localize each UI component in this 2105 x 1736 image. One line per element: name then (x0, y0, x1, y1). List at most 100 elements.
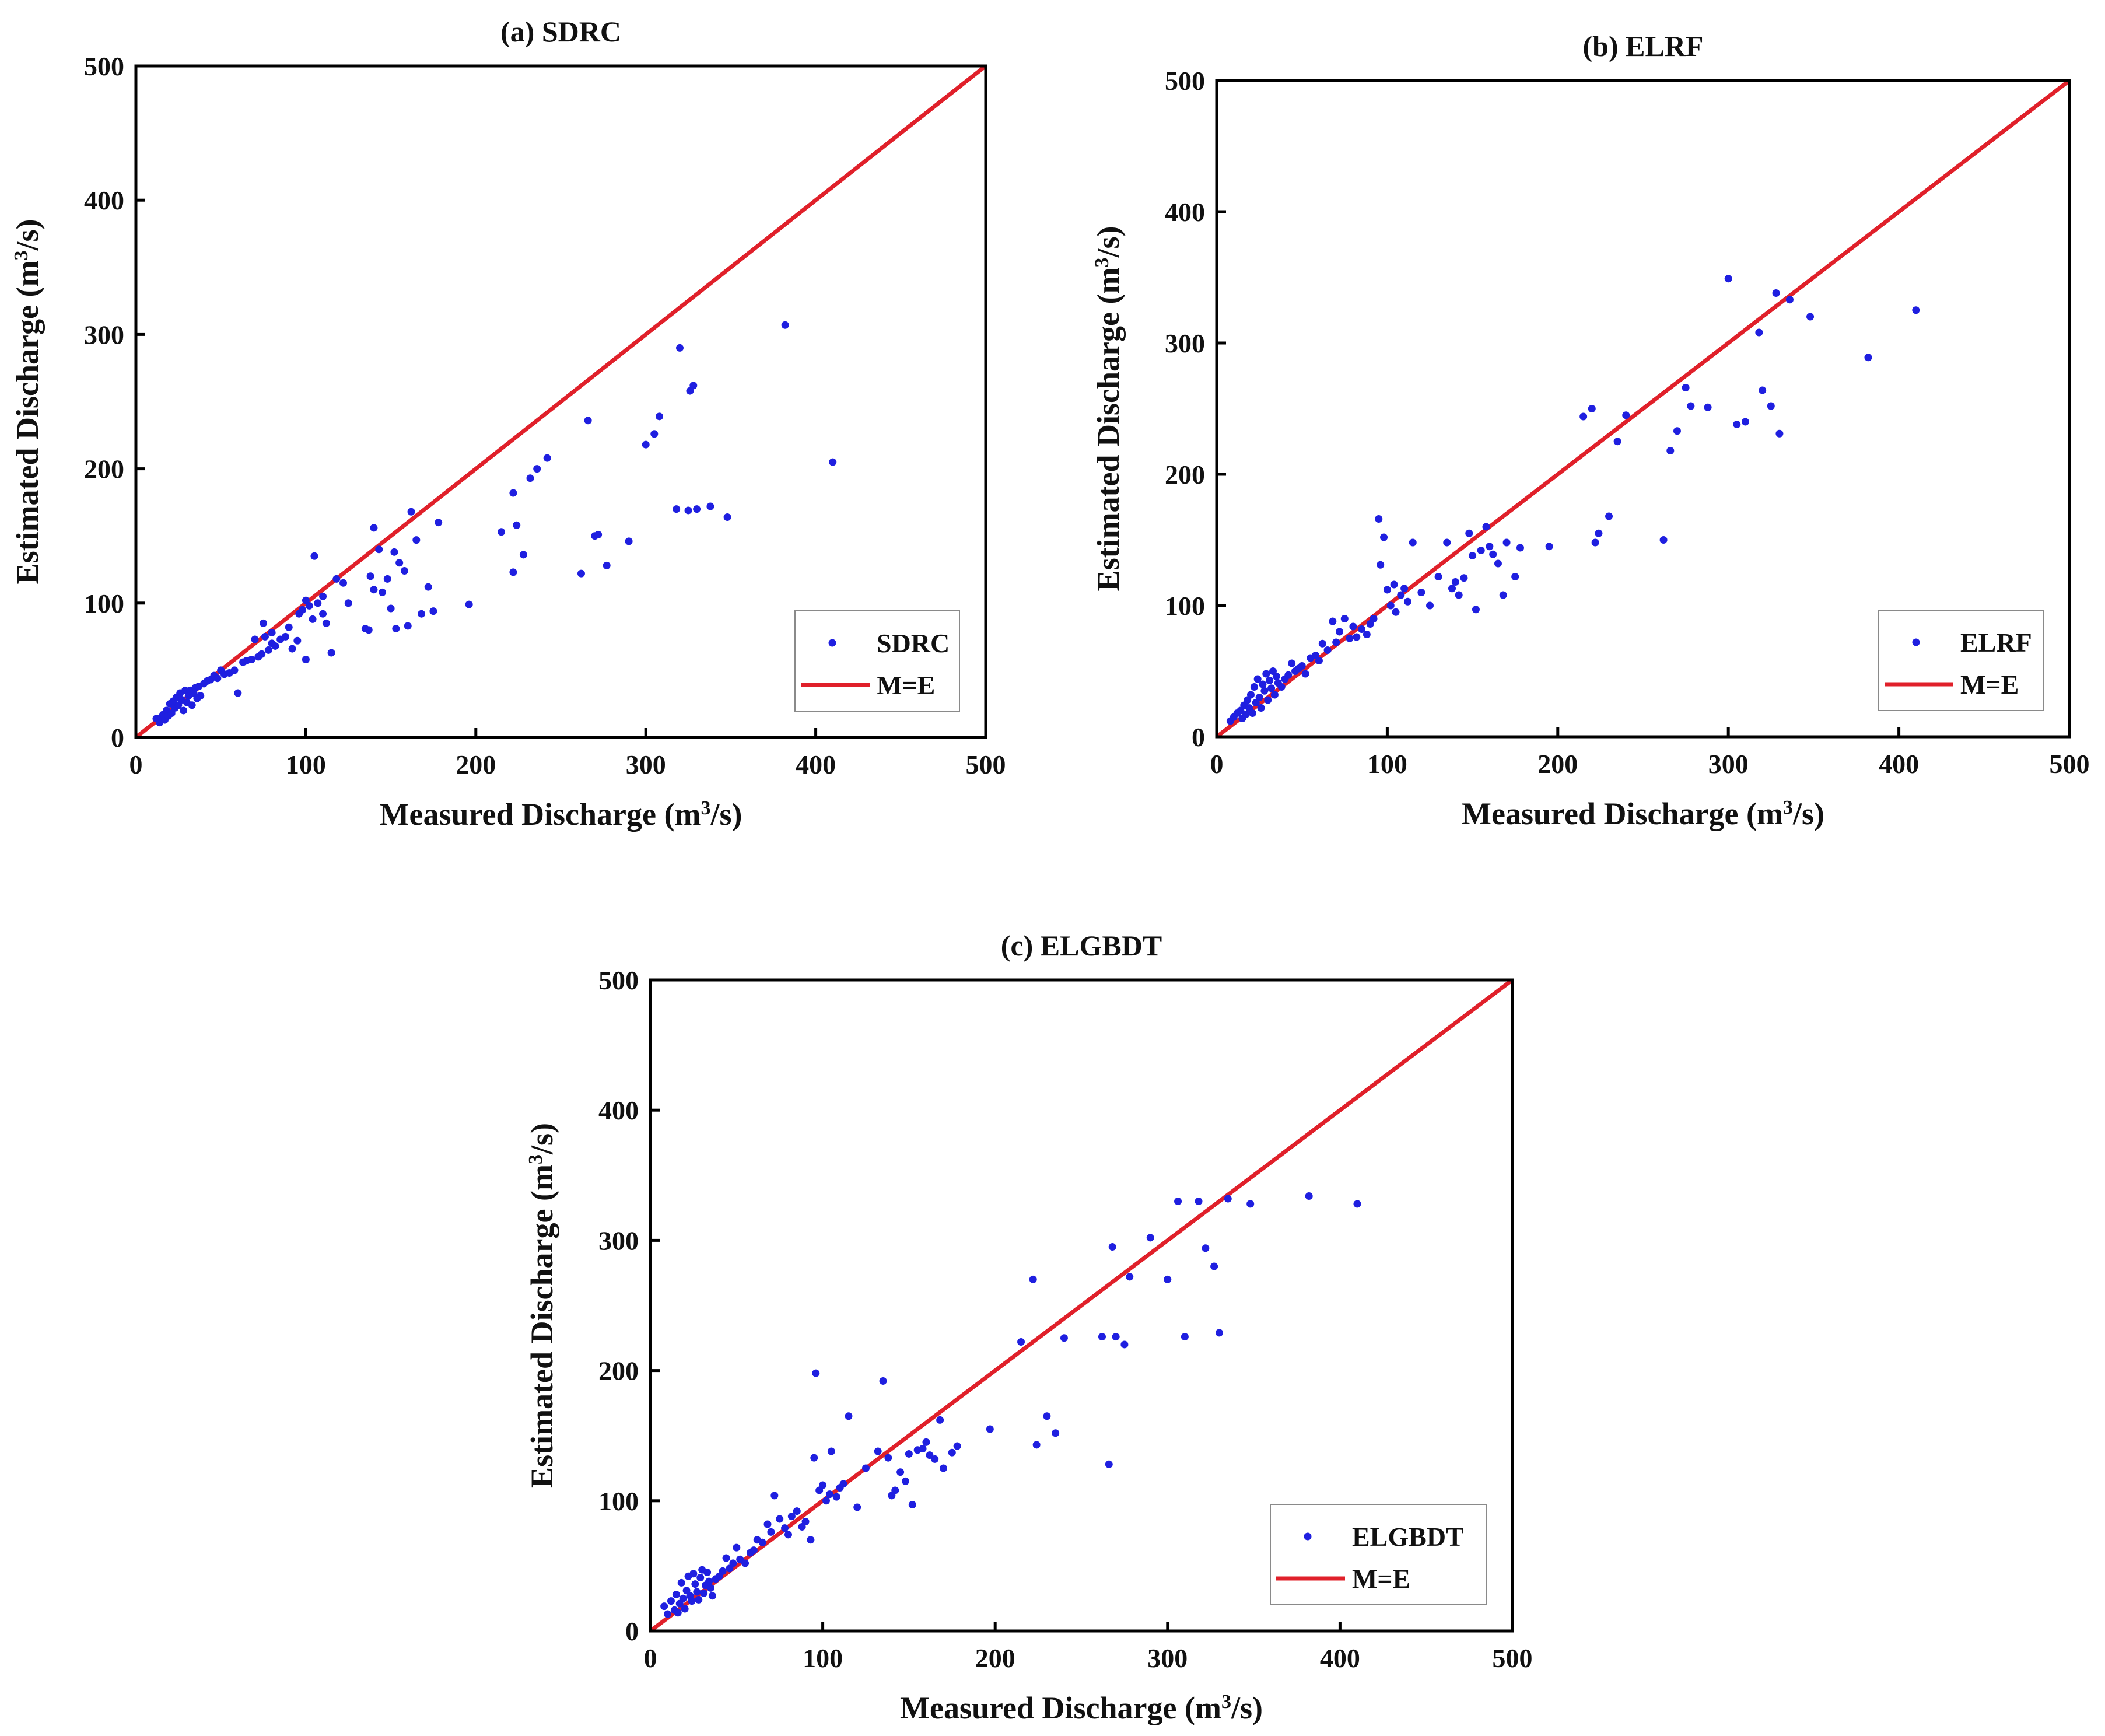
data-point (1248, 709, 1256, 717)
data-point (1613, 438, 1621, 446)
data-point (1755, 328, 1763, 337)
data-point (1242, 710, 1250, 719)
data-point (705, 1577, 713, 1586)
legend-point-marker (1912, 638, 1920, 646)
data-point (719, 1567, 727, 1575)
data-point (672, 1591, 680, 1599)
data-point (810, 1454, 818, 1462)
data-point (435, 519, 443, 527)
data-point (767, 1528, 775, 1536)
data-point (1704, 403, 1712, 411)
data-point (533, 465, 541, 473)
legend-label-reference: M=E (877, 670, 935, 700)
x-tick-label: 400 (1879, 749, 1919, 779)
data-point (465, 600, 473, 608)
data-point (1284, 671, 1293, 679)
data-point (1392, 608, 1400, 616)
data-point (1472, 606, 1480, 614)
data-point (696, 1573, 705, 1581)
data-point (375, 545, 383, 554)
data-point (1108, 1243, 1116, 1251)
data-point (819, 1481, 827, 1489)
data-point (1489, 550, 1497, 558)
data-point (1775, 429, 1784, 438)
data-point (1259, 680, 1267, 688)
scatter-series (152, 321, 837, 727)
data-point (1383, 586, 1391, 594)
data-point (733, 1544, 741, 1552)
legend-label-reference: M=E (1352, 1564, 1410, 1594)
data-point (1443, 538, 1451, 547)
data-point (677, 1578, 685, 1587)
y-tick-label: 200 (1165, 460, 1205, 489)
data-point (519, 551, 527, 559)
plot-frame (1215, 79, 2071, 738)
data-point (1400, 584, 1409, 593)
data-point (853, 1503, 861, 1511)
data-point (1266, 676, 1274, 684)
data-point (1545, 542, 1553, 551)
data-point (1195, 1197, 1203, 1205)
x-tick-label: 200 (975, 1643, 1015, 1673)
data-point (285, 623, 293, 631)
data-point (1253, 675, 1262, 683)
data-point (1264, 696, 1272, 704)
y-tick-label: 300 (1165, 328, 1205, 358)
data-point (884, 1454, 892, 1462)
data-point (1622, 411, 1630, 419)
x-tick-label: 500 (2050, 749, 2090, 779)
data-point (1733, 421, 1741, 428)
data-point (1666, 447, 1675, 454)
data-point (577, 569, 585, 578)
x-tick-label: 100 (286, 750, 326, 779)
data-point (673, 505, 681, 513)
data-point (197, 692, 205, 700)
data-point (395, 559, 404, 567)
data-point (784, 1531, 792, 1539)
data-point (234, 689, 242, 697)
data-point (1246, 1200, 1255, 1208)
data-point (1767, 402, 1775, 410)
data-point (1417, 589, 1425, 596)
data-point (1426, 601, 1434, 610)
data-point (1451, 578, 1459, 586)
data-point (787, 1513, 796, 1521)
data-point (379, 588, 387, 596)
data-point (365, 626, 373, 634)
data-point (1329, 617, 1337, 625)
x-tick-label: 300 (1708, 749, 1749, 779)
data-point (781, 321, 789, 329)
data-point (314, 599, 322, 607)
data-point (763, 1520, 772, 1528)
data-point (1465, 529, 1473, 537)
data-point (1759, 386, 1767, 394)
data-point (498, 528, 506, 536)
data-point (1785, 296, 1794, 304)
data-point (230, 666, 239, 674)
data-point (268, 628, 276, 636)
data-point (1659, 536, 1668, 544)
reference-line-m-e (650, 980, 1512, 1631)
data-point (708, 1592, 716, 1600)
data-point (1358, 625, 1366, 633)
data-point (919, 1445, 927, 1453)
data-point (1380, 533, 1388, 541)
reference-line-m-e (136, 66, 986, 737)
data-point (513, 521, 521, 529)
legend: ELRF M=E (1878, 610, 2044, 711)
y-tick-label: 300 (84, 320, 124, 349)
y-tick-label: 100 (1165, 591, 1205, 621)
data-point (664, 1610, 672, 1618)
data-point (1448, 584, 1456, 593)
data-point (407, 508, 415, 516)
data-point (366, 572, 374, 580)
data-point (689, 382, 698, 390)
y-axis-label: Estimated Discharge (m3/s) (524, 1123, 559, 1488)
data-point (258, 650, 266, 658)
data-point (509, 489, 517, 497)
data-point (879, 1377, 887, 1385)
data-point (584, 416, 592, 425)
data-point (1126, 1273, 1134, 1281)
data-point (261, 632, 269, 640)
